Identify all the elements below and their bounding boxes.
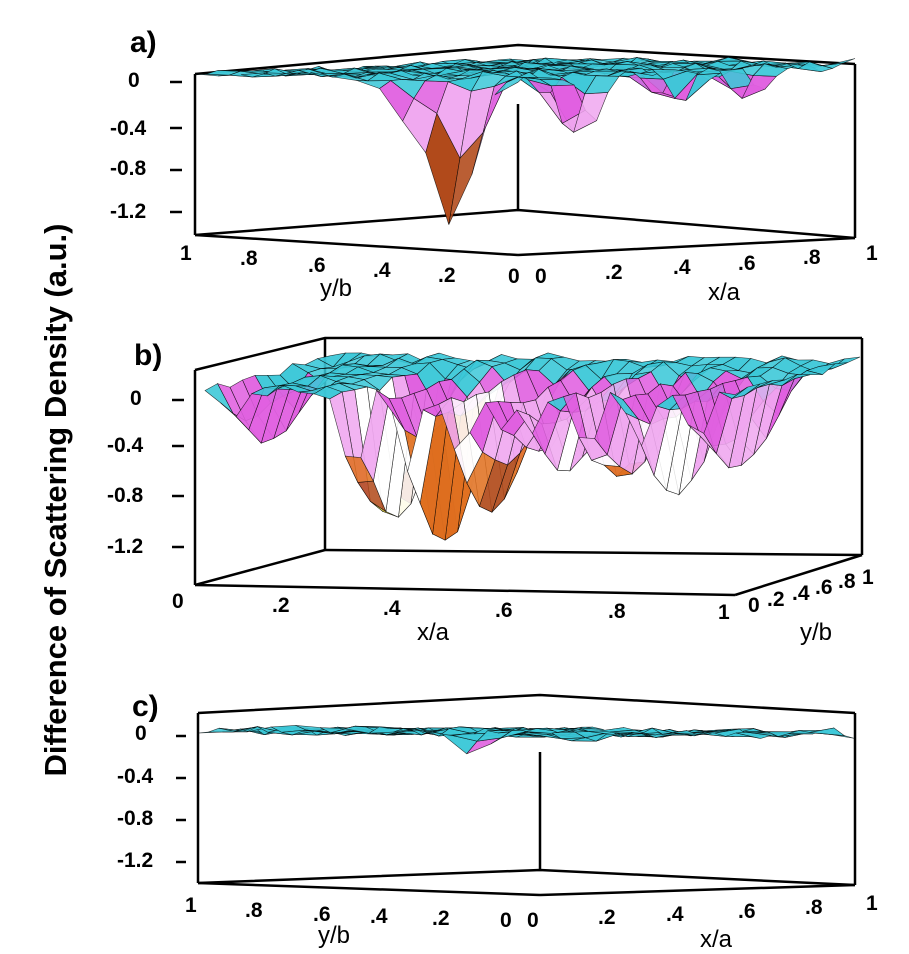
panel-b-label: b) [134, 339, 162, 372]
panel-c-y-tick-3: .4 [370, 905, 388, 928]
panel-c-x-tick-1: .2 [598, 906, 616, 929]
panel-b-z-tick-3: -1.2 [107, 535, 143, 558]
main-y-axis-label: Difference of Scattering Density (a.u.) [38, 224, 73, 777]
panel-a-x-tick-4: .8 [803, 246, 821, 269]
panel-b-x-tick-2: .4 [383, 597, 401, 620]
surface-cell [820, 58, 856, 67]
panel-c-z-tick-1: -0.4 [117, 765, 154, 788]
panel-b-y-tick-1: .2 [767, 588, 785, 611]
panel-b-x-tick-0: 0 [172, 590, 184, 613]
panel-b-y-tick-3: .6 [815, 576, 833, 599]
panel-b-x-axis-name: x/a [417, 619, 450, 646]
panel-b-y-tick-2: .4 [792, 582, 810, 605]
panel-a-z-tick-3: -1.2 [110, 200, 146, 223]
panel-a-x-tick-3: .6 [738, 252, 756, 275]
panel-a-x-tick-2: .4 [673, 256, 691, 279]
panel-b-floor-left [194, 548, 326, 587]
panel-c-x-tick-5: 1 [866, 892, 878, 915]
panel-c-y-axis-name: y/b [318, 922, 350, 949]
panel-b-floor-front [194, 583, 736, 597]
panel-c-y-tick-4: .2 [432, 907, 450, 930]
panel-a-floor-left [194, 233, 519, 257]
panel-c-label: c) [132, 690, 159, 723]
panel-c-x-tick-0: 0 [527, 909, 539, 932]
panel-c-y-ticks: 1 .8 .6 .4 .2 0 [185, 894, 512, 932]
panel-c-z-ticks: 0 -0.4 -0.8 -1.2 [117, 722, 186, 872]
panel-b-z-tick-1: -0.4 [107, 434, 144, 457]
panel-b-x-ticks: 0 .2 .4 .6 .8 1 [172, 590, 730, 624]
panel-c-frame-bottom [197, 868, 856, 887]
panel-c-y-tick-2: .6 [313, 903, 331, 926]
panel-a-x-ticks: 0 .2 .4 .6 .8 1 [535, 242, 878, 288]
panel-b-y-tick-5: 1 [862, 566, 874, 589]
panel-a-y-tick-5: 0 [508, 265, 520, 288]
panel-c-x-tick-3: .6 [738, 900, 756, 923]
panel-b-floor-right [734, 553, 863, 597]
panel-a-x-tick-1: .2 [605, 261, 623, 284]
panel-a-x-axis-name: x/a [708, 279, 741, 306]
panel-b-y-tick-0: 0 [748, 594, 760, 617]
panel-a-z-ticks: 0 -0.4 -0.8 -1.2 [110, 69, 182, 223]
panel-a-frame-top [194, 43, 856, 76]
panel-c-z-tick-3: -1.2 [117, 849, 153, 872]
panel-a-y-tick-3: .4 [373, 259, 391, 282]
panel-c-x-tick-2: .4 [666, 903, 684, 926]
panel-a-y-tick-2: .6 [308, 254, 326, 277]
surface-cell [820, 733, 856, 739]
panel-c-z-tick-0: 0 [135, 722, 147, 745]
panel-c-z-tick-2: -0.8 [117, 807, 154, 830]
panel-c-surface [197, 725, 856, 755]
panel-a-z-tick-1: -0.4 [110, 117, 147, 140]
panel-a-y-tick-4: .2 [438, 264, 456, 287]
panel-b-y-ticks: 0 .2 .4 .6 .8 1 [748, 566, 874, 617]
panel-b-y-tick-4: .8 [838, 570, 856, 593]
panel-c-y-tick-1: .8 [245, 899, 263, 922]
panel-a-z-tick-0: 0 [128, 69, 140, 92]
panel-c-y-tick-0: 1 [185, 894, 197, 917]
panel-a-y-tick-1: .8 [240, 247, 258, 270]
panel-b-x-tick-1: .2 [272, 594, 290, 617]
panel-a-y-tick-0: 1 [180, 242, 192, 265]
panel-b-y-axis-name: y/b [800, 619, 832, 646]
panel-c: c) 0 -0.4 -0.8 -1.2 1 .8 .6 .4 .2 0 0 [117, 690, 878, 953]
panel-a-z-tick-2: -0.8 [110, 157, 147, 180]
panel-b-z-tick-0: 0 [130, 387, 142, 410]
panel-b: b) 0 -0.4 -0.8 -1.2 0 .2 .4 .6 .8 1 [107, 336, 874, 646]
panel-a-y-ticks: 1 .8 .6 .4 .2 0 [180, 242, 520, 288]
panel-c-x-axis-name: x/a [700, 926, 733, 953]
panel-b-z-tick-2: -0.8 [107, 484, 144, 507]
panel-c-x-tick-4: .8 [805, 896, 823, 919]
panel-c-x-ticks: 0 .2 .4 .6 .8 1 [527, 892, 878, 932]
panel-b-x-tick-3: .6 [495, 599, 513, 622]
panel-c-floor-right [539, 883, 856, 897]
panel-a-surface [194, 56, 856, 225]
panel-a-y-axis-name: y/b [320, 275, 352, 302]
panel-a-x-tick-0: 0 [535, 265, 547, 288]
panel-a-x-tick-5: 1 [866, 242, 878, 265]
surface-cell [809, 727, 846, 737]
panel-c-floor-left [197, 881, 541, 897]
panel-b-surface [204, 352, 861, 541]
panel-a-frame-bottom [194, 208, 856, 240]
panel-b-z-ticks: 0 -0.4 -0.8 -1.2 [107, 387, 184, 558]
panel-a: a) 0 -0.4 -0.8 -1.2 1 .8 .6 .4 .2 0 [110, 26, 878, 306]
panel-a-floor-right [517, 236, 856, 257]
panel-c-frame-top [197, 693, 856, 715]
panel-a-label: a) [130, 26, 157, 59]
panel-b-frame-backbottom [324, 548, 863, 557]
panel-c-y-tick-5: 0 [500, 909, 512, 932]
surface-cell [719, 386, 748, 399]
panel-b-x-tick-4: .8 [608, 600, 626, 623]
panel-b-x-tick-5: 1 [718, 601, 730, 624]
